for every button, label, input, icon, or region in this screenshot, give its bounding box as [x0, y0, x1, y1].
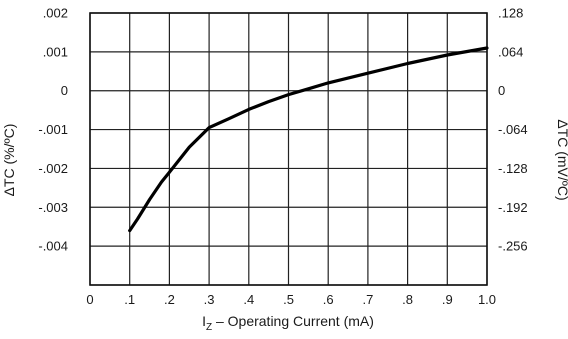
y-left-tick-label: -.002: [38, 161, 68, 176]
series-layer: [128, 46, 489, 233]
x-tick-label: .9: [442, 292, 453, 307]
y-left-tick-label: -.004: [38, 239, 68, 254]
x-axis-title: IZ – Operating Current (mA): [202, 313, 374, 333]
x-tick-label: .7: [362, 292, 373, 307]
y-left-axis-title: ΔTC (%/ºC): [1, 124, 17, 197]
y-left-tick-label: -.003: [38, 200, 68, 215]
y-right-tick-label: .064: [498, 44, 523, 59]
x-tick-label: .8: [402, 292, 413, 307]
plot-frame: [89, 12, 488, 286]
x-axis-title-main: I: [202, 313, 206, 329]
y-right-tick-label: 0: [498, 83, 505, 98]
x-axis-title-rest: – Operating Current (mA): [212, 313, 374, 329]
y-right-tick-labels: .128 .064 0 -.064 -.128 -.192 -.256: [498, 6, 528, 254]
y-right-tick-label: .128: [498, 6, 523, 21]
x-tick-label: 0: [86, 292, 93, 307]
x-axis-title-subscript: Z: [206, 322, 212, 333]
x-tick-label: .1: [124, 292, 135, 307]
y-left-tick-label: .001: [43, 44, 68, 59]
x-tick-labels: 0 .1 .2 .3 .4 .5 .6 .7 .8 .9 1.0: [86, 292, 496, 307]
x-tick-label: .4: [243, 292, 254, 307]
y-left-tick-label: .002: [43, 6, 68, 21]
y-right-tick-label: -.192: [498, 200, 528, 215]
x-tick-label: .6: [323, 292, 334, 307]
series-line-0: [128, 46, 489, 233]
y-right-tick-label: -.064: [498, 122, 528, 137]
y-right-axis-title: ΔTC (mV/ºC): [555, 119, 568, 200]
x-tick-label: .2: [164, 292, 175, 307]
y-right-tick-label: -.128: [498, 161, 528, 176]
grid: [89, 12, 488, 286]
y-right-tick-label: -.256: [498, 239, 528, 254]
y-left-tick-label: 0: [61, 83, 68, 98]
y-left-tick-label: -.001: [38, 122, 68, 137]
x-tick-label: .3: [204, 292, 215, 307]
y-left-tick-labels: .002 .001 0 -.001 -.002 -.003 -.004: [38, 6, 68, 254]
x-tick-label: .5: [283, 292, 294, 307]
x-tick-label: 1.0: [478, 292, 496, 307]
